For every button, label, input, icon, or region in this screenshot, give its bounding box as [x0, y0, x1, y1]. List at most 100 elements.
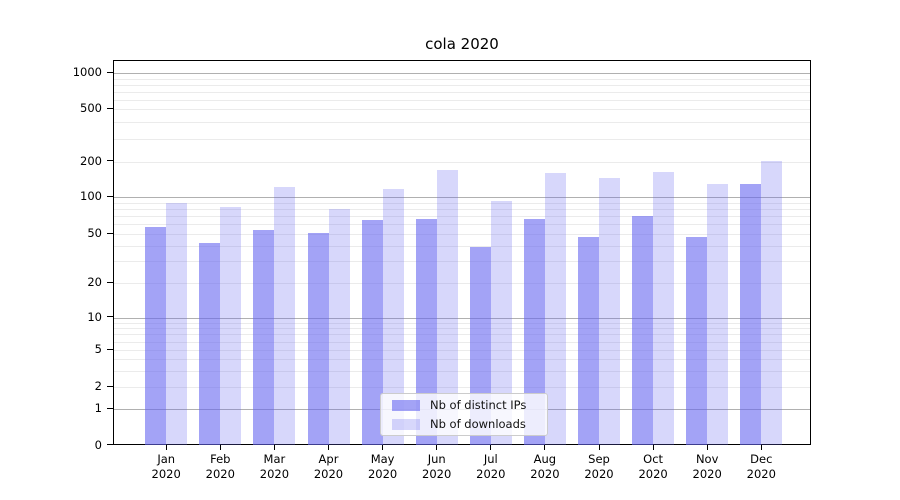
grid-line-minor	[114, 99, 810, 101]
y-tick-mark	[107, 407, 113, 409]
y-tick-label: 100	[80, 189, 102, 203]
bar-distinct-ips	[361, 219, 383, 446]
y-tick-mark	[107, 444, 113, 445]
x-tick-label: Dec 2020	[733, 452, 789, 482]
bar-distinct-ips	[307, 232, 329, 446]
legend: Nb of distinct IPs Nb of downloads	[380, 393, 548, 436]
x-tick-label-year: 2020	[692, 467, 722, 481]
y-tick-label: 20	[87, 275, 102, 290]
x-tick-mark	[760, 445, 762, 450]
x-tick-label: Oct 2020	[625, 452, 681, 482]
y-tick-label: 200	[80, 153, 102, 168]
x-tick-label: Feb 2020	[192, 452, 248, 482]
x-tick-label-month: Jun	[427, 452, 446, 466]
legend-swatch-downloads	[392, 418, 420, 430]
bar-distinct-ips	[632, 216, 654, 446]
bar-distinct-ips	[253, 229, 275, 446]
y-tick-mark	[107, 281, 113, 283]
x-tick-label-month: Nov	[695, 452, 719, 466]
x-tick-label-month: Jul	[483, 452, 498, 466]
y-tick-mark	[107, 348, 113, 350]
grid-line-minor	[114, 387, 810, 388]
x-tick-label-year: 2020	[584, 467, 614, 481]
x-tick-label-month: Mar	[263, 452, 286, 466]
y-tick-mark	[107, 195, 113, 197]
x-tick-mark	[490, 445, 492, 450]
bar-distinct-ips	[523, 219, 545, 446]
x-tick-mark	[544, 445, 546, 450]
x-tick-label: Jul 2020	[463, 452, 519, 482]
x-tick-label-month: Apr	[318, 452, 339, 466]
bar-distinct-ips	[686, 237, 708, 446]
grid-line-minor	[114, 84, 810, 86]
grid-line-minor	[114, 202, 810, 204]
x-tick-label-year: 2020	[151, 467, 181, 481]
bar-downloads	[544, 173, 566, 446]
y-tick-mark	[107, 316, 113, 318]
x-tick-label-year: 2020	[422, 467, 452, 481]
bar-distinct-ips	[578, 237, 599, 446]
bar-downloads	[653, 172, 675, 446]
grid-line-major	[114, 73, 810, 74]
grid-line-minor	[114, 216, 810, 218]
x-tick-mark	[273, 445, 275, 450]
x-tick-label-month: May	[370, 452, 395, 466]
x-tick-label-year: 2020	[205, 467, 235, 481]
bar-downloads	[382, 188, 404, 446]
bar-downloads	[490, 201, 512, 446]
x-tick-label: Nov 2020	[679, 452, 735, 482]
x-tick-label: Sep 2020	[571, 452, 627, 482]
grid-line-minor	[114, 208, 810, 210]
x-tick-label-month: Jan	[157, 452, 176, 466]
grid-line-minor	[114, 283, 810, 285]
grid-line-major	[114, 317, 810, 319]
x-tick-label-month: Oct	[643, 452, 664, 466]
x-tick-mark	[382, 445, 384, 450]
y-tick-mark	[107, 107, 113, 109]
grid-line-minor	[114, 109, 810, 111]
x-tick-label: May 2020	[355, 452, 411, 482]
x-tick-label: Jun 2020	[409, 452, 465, 482]
x-tick-mark	[219, 445, 221, 450]
x-tick-label-month: Dec	[750, 452, 773, 466]
grid-line-major	[114, 197, 810, 198]
x-tick-label-month: Aug	[533, 452, 557, 466]
y-tick-label: 1000	[72, 65, 102, 79]
x-tick-label-year: 2020	[746, 467, 776, 481]
x-tick-mark	[436, 445, 438, 450]
bar-downloads	[166, 203, 188, 446]
grid-line-minor	[114, 224, 810, 226]
x-tick-label-year: 2020	[638, 467, 668, 481]
grid-line-minor	[114, 91, 810, 93]
y-tick-label: 1	[94, 401, 102, 415]
grid-line-minor	[114, 161, 810, 163]
bar-distinct-ips	[145, 227, 167, 446]
x-tick-mark	[598, 445, 600, 450]
grid-line-minor	[114, 350, 810, 351]
bar-distinct-ips	[415, 219, 437, 446]
x-tick-label-year: 2020	[259, 467, 290, 481]
x-tick-mark	[652, 445, 654, 450]
grid-line-minor	[114, 370, 810, 372]
legend-label: Nb of distinct IPs	[430, 398, 527, 412]
grid-line-minor	[114, 328, 810, 330]
plot-area	[113, 60, 811, 446]
x-tick-label-year: 2020	[530, 467, 560, 481]
y-tick-mark	[107, 232, 113, 234]
y-tick-label: 500	[80, 101, 102, 116]
x-tick-label-month: Sep	[588, 452, 610, 466]
grid-line-minor	[114, 341, 810, 343]
grid-line-minor	[114, 122, 810, 124]
x-tick-label-year: 2020	[313, 467, 344, 481]
bar-downloads	[328, 208, 350, 446]
y-tick-label: 10	[87, 309, 102, 324]
grid-line-minor	[114, 234, 810, 235]
grid-line-minor	[114, 78, 810, 80]
x-tick-label: Jan 2020	[138, 452, 194, 482]
grid-line-minor	[114, 138, 810, 140]
x-tick-label: Aug 2020	[517, 452, 573, 482]
x-tick-mark	[328, 445, 329, 450]
x-tick-label: Mar 2020	[246, 452, 302, 482]
bar-downloads	[707, 184, 729, 446]
y-tick-mark	[107, 160, 113, 162]
